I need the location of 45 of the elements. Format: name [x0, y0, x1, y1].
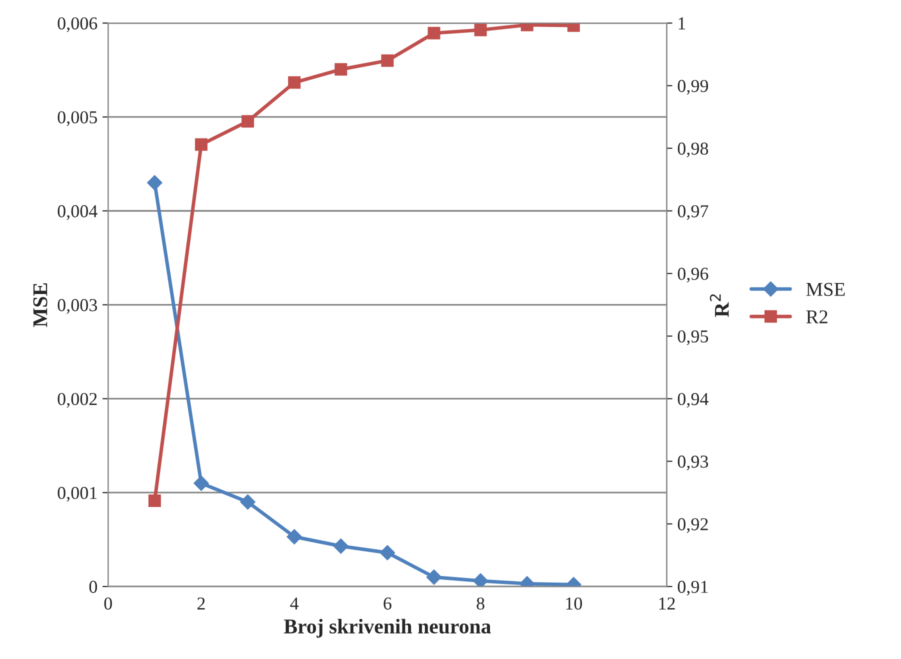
point	[288, 76, 301, 89]
x-tick-label: 8	[476, 597, 484, 610]
y2-tick-label: 0,96	[678, 268, 708, 283]
x-tick-label: 2	[198, 598, 205, 610]
point	[472, 573, 488, 587]
x-tick-label: 10	[566, 597, 582, 610]
y2-tick-label: 0,99	[678, 80, 708, 95]
y2-tick-label: 0,97	[678, 205, 708, 220]
legend-label: MSE	[806, 282, 845, 296]
point	[194, 138, 208, 151]
point	[146, 174, 163, 191]
point	[428, 26, 440, 40]
y-tick-label: 0	[89, 580, 98, 593]
y-axis-title: MSE	[33, 283, 48, 328]
y-tick-label: 0,001	[58, 486, 97, 502]
x-tick-label: 4	[290, 598, 299, 610]
x-tick-label: 0	[104, 597, 112, 610]
y2-tick-label: 0,98	[678, 142, 708, 158]
point	[474, 24, 487, 36]
point	[334, 63, 348, 76]
y2-tick-label: 1	[678, 17, 686, 30]
y2-axis-title: R$^{2}$	[710, 294, 729, 318]
point	[381, 54, 394, 67]
point	[148, 494, 161, 507]
x-tick-label: 6	[384, 598, 392, 610]
y-tick-label: 0,002	[58, 392, 97, 408]
y-tick-label: 0,003	[58, 299, 97, 314]
y-tick-label: 0,005	[58, 111, 97, 126]
x-axis-title: Broj skrivenih neurona	[284, 618, 491, 638]
point	[242, 115, 254, 128]
point	[426, 569, 442, 585]
y2-tick-label: 0,93	[678, 456, 708, 470]
y-tick-label: 0,006	[58, 17, 98, 32]
point	[193, 475, 210, 492]
point	[333, 538, 349, 554]
point	[240, 494, 256, 510]
y2-tick-label: 0,95	[678, 330, 708, 346]
x-tick-label: 12	[659, 598, 675, 610]
y2-tick-label: 0,94	[678, 392, 708, 408]
point	[286, 528, 302, 545]
y-tick-label: 0,004	[58, 205, 98, 220]
legend-label: R2	[806, 310, 828, 324]
point	[380, 544, 396, 561]
y2-tick-label: 0,91	[678, 580, 708, 596]
y2-tick-label: 0,92	[678, 518, 708, 533]
